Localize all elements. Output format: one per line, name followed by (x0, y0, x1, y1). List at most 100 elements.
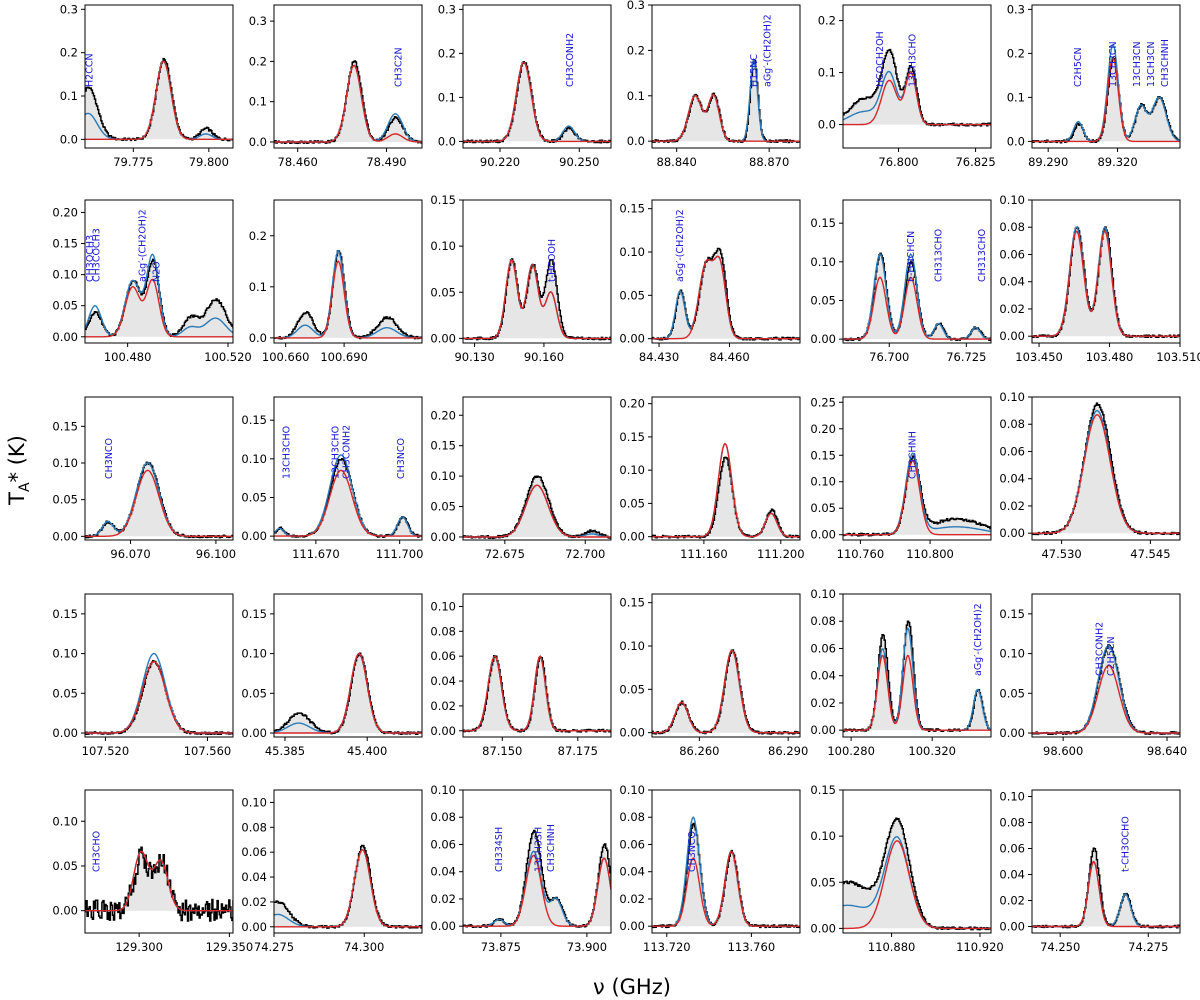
y-tick-label: 0.02 (999, 302, 1025, 316)
y-tick-label: 0.02 (619, 892, 645, 906)
species-fit-spectrum (463, 854, 611, 927)
y-tick-label: 0.00 (999, 526, 1025, 540)
species-fit-spectrum (463, 258, 611, 340)
spectrum-panel: 0.00 0.02 0.04 0.06 0.08 0.10 100.280 100.320 aG… (810, 587, 992, 758)
spectrum-panel: 0.0 0.1 0.2 0.3 90.220 90.250 CH3CONH2 (438, 2, 612, 169)
y-tick-label: 0.00 (619, 332, 645, 346)
x-tick-label: 129.350 (206, 940, 254, 954)
x-tick-label: 72.675 (485, 547, 525, 561)
species-label: C2H5CN (1073, 47, 1084, 87)
observed-spectrum (274, 652, 422, 736)
species-label: CH3C2N (393, 47, 404, 87)
x-tick-label: 73.875 (481, 940, 521, 954)
species-fit-spectrum (85, 660, 233, 734)
species-label: CH3CONH2 (1095, 622, 1106, 676)
x-tick-label: 111.160 (680, 547, 728, 561)
y-tick-label: 0.10 (430, 783, 456, 797)
panel-frame (1031, 4, 1181, 149)
y-tick-label: 0.08 (999, 417, 1025, 431)
observed-fill (463, 476, 611, 539)
species-label: 13CH3CN (1132, 41, 1143, 87)
species-label: aGg′-(CH2OH)2 (138, 209, 149, 282)
observed-fill (652, 650, 800, 734)
observed-fill (652, 59, 800, 143)
spectrum-panel: 0.00 0.02 0.04 0.06 0.08 0.10 113.720 113.760 CH… (619, 783, 801, 954)
y-tick-label: 0.10 (241, 795, 267, 809)
y-axis-label-rest: * (K) (5, 435, 29, 482)
spectrum-panel: 0.00 0.05 0.10 129.300 129.350 CH3CHO (52, 789, 254, 954)
x-tick-label: 78.490 (366, 155, 406, 169)
x-tick-label: 103.450 (1015, 350, 1063, 364)
spectrum-panel: 0.00 0.02 0.04 0.06 0.08 0.10 47.530 47.545 (999, 390, 1181, 561)
x-tick-label: 103.480 (1086, 350, 1134, 364)
species-label: t-HCOOH (547, 239, 558, 282)
species-label: N2O (152, 261, 163, 282)
species-fit-spectrum (652, 442, 800, 538)
x-tick-label: 110.880 (868, 940, 916, 954)
y-tick-label: 0.10 (619, 463, 645, 477)
x-tick-label: 107.560 (184, 744, 232, 758)
plot-area (652, 57, 800, 144)
y-tick-label: 0.10 (810, 587, 836, 601)
y-tick-label: 0.1 (438, 90, 456, 104)
y-tick-label: 0.1 (1007, 90, 1025, 104)
y-tick-label: 0.15 (241, 607, 267, 621)
panel-frame (273, 4, 423, 149)
x-tick-label: 111.670 (292, 547, 340, 561)
observed-fill (274, 61, 422, 144)
y-tick-label: 0.10 (430, 239, 456, 253)
species-fit-spectrum (463, 484, 611, 538)
y-tick-label: 0.15 (52, 237, 78, 251)
y-tick-label: 0.00 (430, 919, 456, 933)
y-tick-label: 0.10 (999, 647, 1025, 661)
panel-frame (651, 396, 801, 541)
x-tick-label: 96.100 (196, 547, 236, 561)
species-label: CH313CHO (934, 229, 945, 282)
plot-area (274, 250, 422, 340)
y-tick-label: 0.05 (241, 490, 267, 504)
y-tick-label: 0.0 (818, 118, 836, 132)
y-tick-label: 0.06 (430, 649, 456, 663)
y-tick-label: 0.05 (52, 686, 78, 700)
plot-area (463, 258, 611, 341)
plot-area (652, 247, 800, 341)
plot-area (1032, 847, 1180, 929)
y-tick-label: 0.15 (810, 448, 836, 462)
plot-area (843, 620, 991, 733)
x-tick-label: 89.290 (1028, 155, 1068, 169)
observed-fill (274, 653, 422, 735)
spectrum-panel: 0.00 0.05 0.10 0.15 0.20 100.480 100.520 CH3OCH… (52, 199, 252, 364)
y-tick-label: 0.08 (999, 816, 1025, 830)
spectrum-panel: 0.00 0.02 0.04 0.06 0.08 0.10 87.150 87.175 (430, 593, 612, 758)
x-tick-label: 86.290 (768, 744, 808, 758)
plot-area (843, 252, 991, 342)
species-fit-spectrum (652, 93, 800, 142)
panel-frame (462, 789, 612, 934)
y-tick-label: 0.04 (999, 275, 1025, 289)
y-tick-label: 0.15 (52, 607, 78, 621)
full-model-spectrum (1032, 860, 1180, 928)
x-tick-label: 87.175 (558, 744, 598, 758)
x-tick-label: 74.300 (344, 940, 384, 954)
x-axis-label: ν (GHz) (593, 975, 671, 999)
plot-area (274, 60, 422, 144)
y-tick-label: 0.15 (810, 783, 836, 797)
x-tick-label: 45.385 (265, 744, 305, 758)
y-tick-label: 0.20 (619, 397, 645, 411)
y-tick-label: 0.00 (810, 723, 836, 737)
x-tick-label: 100.480 (104, 350, 152, 364)
observed-fill (85, 462, 233, 538)
plot-area (1032, 402, 1180, 536)
species-fit-spectrum (652, 649, 800, 734)
x-tick-label: 98.640 (1147, 744, 1187, 758)
x-tick-label: 76.725 (946, 350, 986, 364)
observed-spectrum (652, 456, 800, 539)
x-tick-label: 90.130 (454, 350, 494, 364)
full-model-spectrum (652, 57, 800, 142)
y-tick-label: 0.00 (999, 329, 1025, 343)
y-tick-label: 0.00 (619, 919, 645, 933)
species-fit-spectrum (1032, 230, 1180, 337)
species-label: CH334SH (494, 827, 505, 872)
y-tick-label: 0.10 (619, 245, 645, 259)
x-tick-label: 113.760 (728, 940, 776, 954)
